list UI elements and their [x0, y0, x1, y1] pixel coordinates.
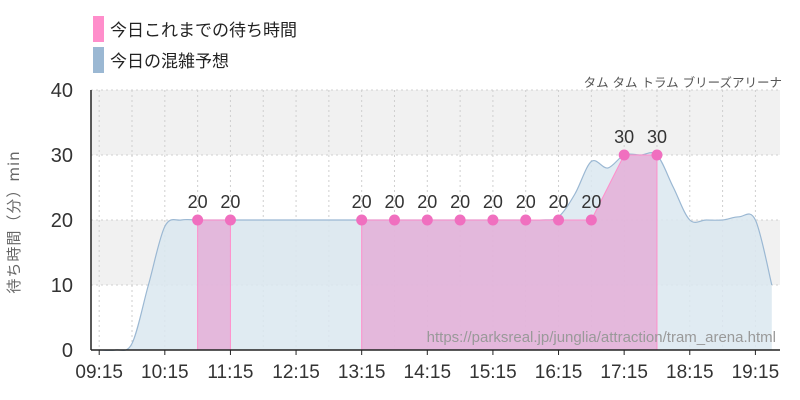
actual-point — [454, 214, 466, 226]
actual-point — [192, 214, 204, 226]
y-tick-label: 10 — [51, 275, 73, 297]
legend-label-actual: 今日これまでの待ち時間 — [110, 21, 297, 41]
actual-point — [585, 214, 597, 226]
y-tick-label: 30 — [51, 145, 73, 167]
x-tick-label: 13:15 — [338, 362, 386, 383]
actual-point — [651, 149, 663, 161]
actual-point — [421, 214, 433, 226]
y-tick-label: 0 — [62, 340, 73, 362]
x-tick-label: 12:15 — [272, 362, 320, 383]
actual-point — [388, 214, 400, 226]
data-label: 30 — [647, 127, 667, 147]
data-label: 20 — [581, 192, 601, 212]
x-tick-label: 18:15 — [666, 362, 714, 383]
axes — [90, 90, 780, 351]
data-label: 20 — [220, 192, 240, 212]
y-tick-label: 20 — [51, 210, 73, 232]
watermark: https://parksreal.jp/junglia/attraction/… — [427, 329, 776, 346]
band-30-40 — [91, 90, 780, 155]
legend: 今日これまでの待ち時間 今日の混雑予想 — [93, 13, 297, 75]
x-tick-label: 17:15 — [600, 362, 648, 383]
legend-item-actual[interactable]: 今日これまでの待ち時間 — [93, 13, 297, 44]
legend-swatch-actual — [93, 15, 104, 42]
x-tick-label: 14:15 — [404, 362, 452, 383]
legend-label-forecast: 今日の混雑予想 — [110, 52, 229, 72]
data-label: 30 — [614, 127, 634, 147]
x-tick-label: 10:15 — [141, 362, 189, 383]
data-label: 20 — [352, 192, 372, 212]
data-label: 20 — [549, 192, 569, 212]
x-tick-label: 16:15 — [535, 362, 583, 383]
data-label: 20 — [450, 192, 470, 212]
actual-point — [224, 214, 236, 226]
x-tick-label: 09:15 — [75, 362, 123, 383]
actual-point — [356, 214, 368, 226]
x-tick-label: 11:15 — [207, 362, 253, 383]
data-label: 20 — [188, 192, 208, 212]
actual-point — [520, 214, 532, 226]
x-ticks: 09:15 10:15 11:15 12:15 13:15 14:15 15:15 16:15… — [75, 350, 779, 383]
legend-swatch-forecast — [93, 46, 104, 73]
actual-point — [487, 214, 499, 226]
data-label: 20 — [417, 192, 437, 212]
actual-point — [553, 214, 565, 226]
attraction-name: タム タム トラム ブリーズアリーナ — [583, 75, 782, 90]
data-label: 20 — [483, 192, 503, 212]
data-label: 20 — [516, 192, 536, 212]
actual-series: 20 20 20 20 20 20 20 20 20 20 30 30 — [188, 127, 667, 351]
actual-area-1 — [361, 154, 658, 351]
x-tick-label: 19:15 — [732, 362, 780, 383]
x-tick-label: 15:15 — [469, 362, 517, 383]
y-ticks: 0 10 20 30 40 — [51, 80, 73, 362]
actual-point — [618, 149, 630, 161]
actual-area-0 — [197, 219, 231, 351]
y-tick-label: 40 — [51, 80, 73, 102]
data-label: 20 — [384, 192, 404, 212]
legend-item-forecast[interactable]: 今日の混雑予想 — [93, 44, 297, 75]
